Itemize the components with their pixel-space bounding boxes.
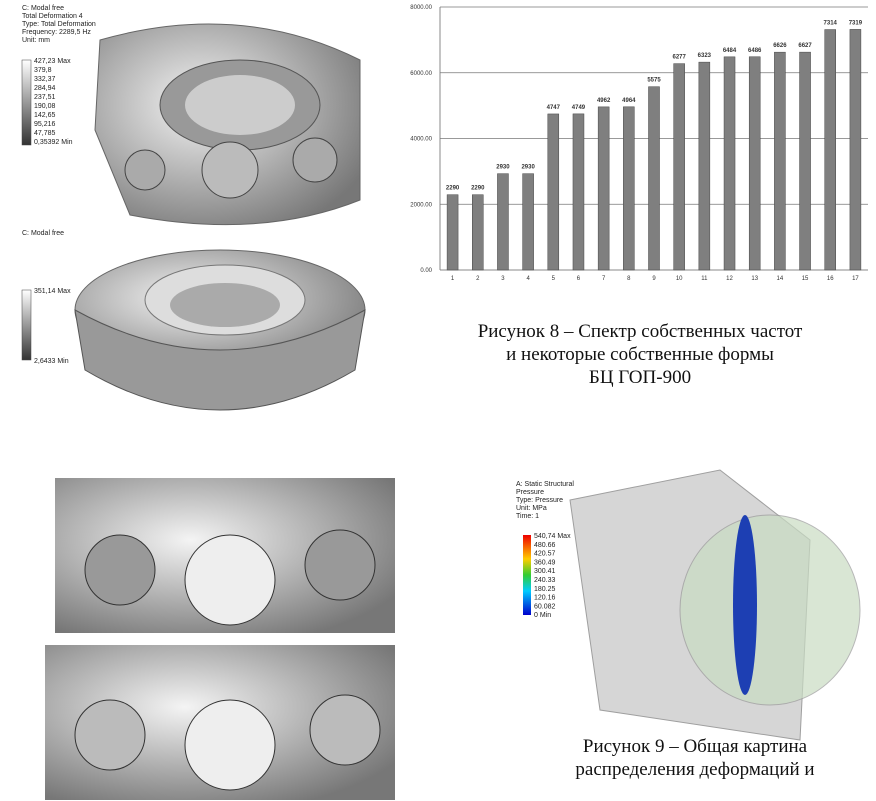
legend-value: 120.16 xyxy=(534,595,556,602)
value-label: 2930 xyxy=(496,165,510,171)
figure-header: C: Modal free xyxy=(22,5,64,12)
legend-value: 180.25 xyxy=(534,586,556,593)
bar xyxy=(673,63,685,271)
bar xyxy=(597,106,610,271)
legend-value: 0,35392 Min xyxy=(34,139,73,146)
legend-value: 47,785 xyxy=(34,130,56,137)
value-label: 6277 xyxy=(672,55,686,61)
bar xyxy=(748,56,761,271)
x-tick-label: 16 xyxy=(827,276,834,282)
bar xyxy=(824,29,836,271)
value-label: 6323 xyxy=(698,53,712,59)
figure-header: Unit: MPa xyxy=(516,505,547,512)
x-tick-label: 17 xyxy=(852,276,859,282)
bar xyxy=(799,51,811,271)
value-label: 4749 xyxy=(572,105,586,111)
bar xyxy=(698,61,711,271)
caption: Рисунок 9 – Общая картина xyxy=(583,736,808,757)
legend-value: 480.66 xyxy=(534,542,556,549)
x-tick-label: 13 xyxy=(751,276,758,282)
x-tick-label: 3 xyxy=(501,276,505,282)
y-tick-label: 6000.00 xyxy=(410,71,432,77)
fe-image-2 xyxy=(21,249,366,411)
value-label: 2290 xyxy=(471,186,485,192)
x-tick-label: 2 xyxy=(476,276,480,282)
fe-image-1 xyxy=(21,23,361,226)
bar xyxy=(547,113,560,271)
legend-value: 379,8 xyxy=(34,67,52,74)
value-label: 7319 xyxy=(849,20,863,26)
figure-header: Total Deformation 4 xyxy=(22,13,83,20)
x-tick-label: 6 xyxy=(577,276,581,282)
bar xyxy=(446,194,459,271)
x-tick-label: 15 xyxy=(802,276,809,282)
bar xyxy=(497,173,509,271)
figure-header: A: Static Structural xyxy=(516,481,574,488)
x-tick-label: 10 xyxy=(676,276,683,282)
figure-header: Frequency: 2289,5 Hz xyxy=(22,29,91,36)
figure-header: Time: 1 xyxy=(516,513,539,520)
y-tick-label: 2000.00 xyxy=(410,202,432,208)
legend-value: 420.57 xyxy=(534,551,556,558)
x-tick-label: 9 xyxy=(652,276,656,282)
caption: БЦ ГОП-900 xyxy=(589,367,691,388)
x-tick-label: 4 xyxy=(526,276,530,282)
value-label: 4964 xyxy=(622,98,636,104)
value-label: 4962 xyxy=(597,98,611,104)
legend-value: 540,74 Max xyxy=(534,533,571,540)
value-label: 4747 xyxy=(547,105,561,111)
bar xyxy=(849,29,862,271)
y-tick-label: 0.00 xyxy=(420,268,432,274)
x-tick-label: 14 xyxy=(777,276,784,282)
figure-header: Type: Total Deformation xyxy=(22,21,96,28)
legend-value: 237,51 xyxy=(34,94,56,101)
bar xyxy=(774,51,786,271)
legend-value: 95,216 xyxy=(34,121,56,128)
figure-header: Pressure xyxy=(516,489,544,496)
value-label: 6627 xyxy=(798,43,812,49)
legend-value: 284,94 xyxy=(34,85,56,92)
bar xyxy=(648,86,660,271)
x-tick-label: 12 xyxy=(726,276,733,282)
x-tick-label: 7 xyxy=(602,276,606,282)
value-label: 6486 xyxy=(748,48,762,54)
legend-value: 427,23 Max xyxy=(34,58,71,65)
value-label: 5575 xyxy=(647,78,661,84)
bar xyxy=(623,106,635,271)
legend-value: 351,14 Max xyxy=(34,288,71,295)
fe-image-4 xyxy=(523,469,861,741)
caption: и некоторые собственные формы xyxy=(506,344,774,365)
bar xyxy=(572,113,585,271)
value-label: 6484 xyxy=(723,48,737,54)
bar xyxy=(723,56,736,271)
x-tick-label: 11 xyxy=(701,276,708,282)
value-label: 2290 xyxy=(446,186,460,192)
figure-header: Type: Pressure xyxy=(516,497,563,504)
x-tick-label: 5 xyxy=(552,276,556,282)
legend-value: 332,37 xyxy=(34,76,56,83)
value-label: 2930 xyxy=(521,165,535,171)
legend-value: 190,08 xyxy=(34,103,56,110)
bar xyxy=(472,194,484,271)
figure-header: Unit: mm xyxy=(22,37,50,44)
legend-value: 60.082 xyxy=(534,603,556,610)
legend-value: 240.33 xyxy=(534,577,556,584)
y-tick-label: 4000.00 xyxy=(410,137,432,143)
value-label: 7314 xyxy=(824,21,838,27)
legend-value: 2,6433 Min xyxy=(34,358,69,365)
legend-value: 142,65 xyxy=(34,112,56,119)
legend-value: 0 Min xyxy=(534,612,551,619)
figure-header: C: Modal free xyxy=(22,230,64,237)
caption: распределения деформаций и xyxy=(575,759,814,780)
fe-image-3 xyxy=(45,478,395,800)
bar xyxy=(522,173,534,271)
x-tick-label: 1 xyxy=(451,276,455,282)
x-tick-label: 8 xyxy=(627,276,631,282)
value-label: 6626 xyxy=(773,43,787,49)
legend-value: 300.41 xyxy=(534,568,556,575)
caption: Рисунок 8 – Спектр собственных частот xyxy=(478,321,803,342)
y-tick-label: 8000.00 xyxy=(410,5,432,11)
legend-value: 360.49 xyxy=(534,559,556,566)
